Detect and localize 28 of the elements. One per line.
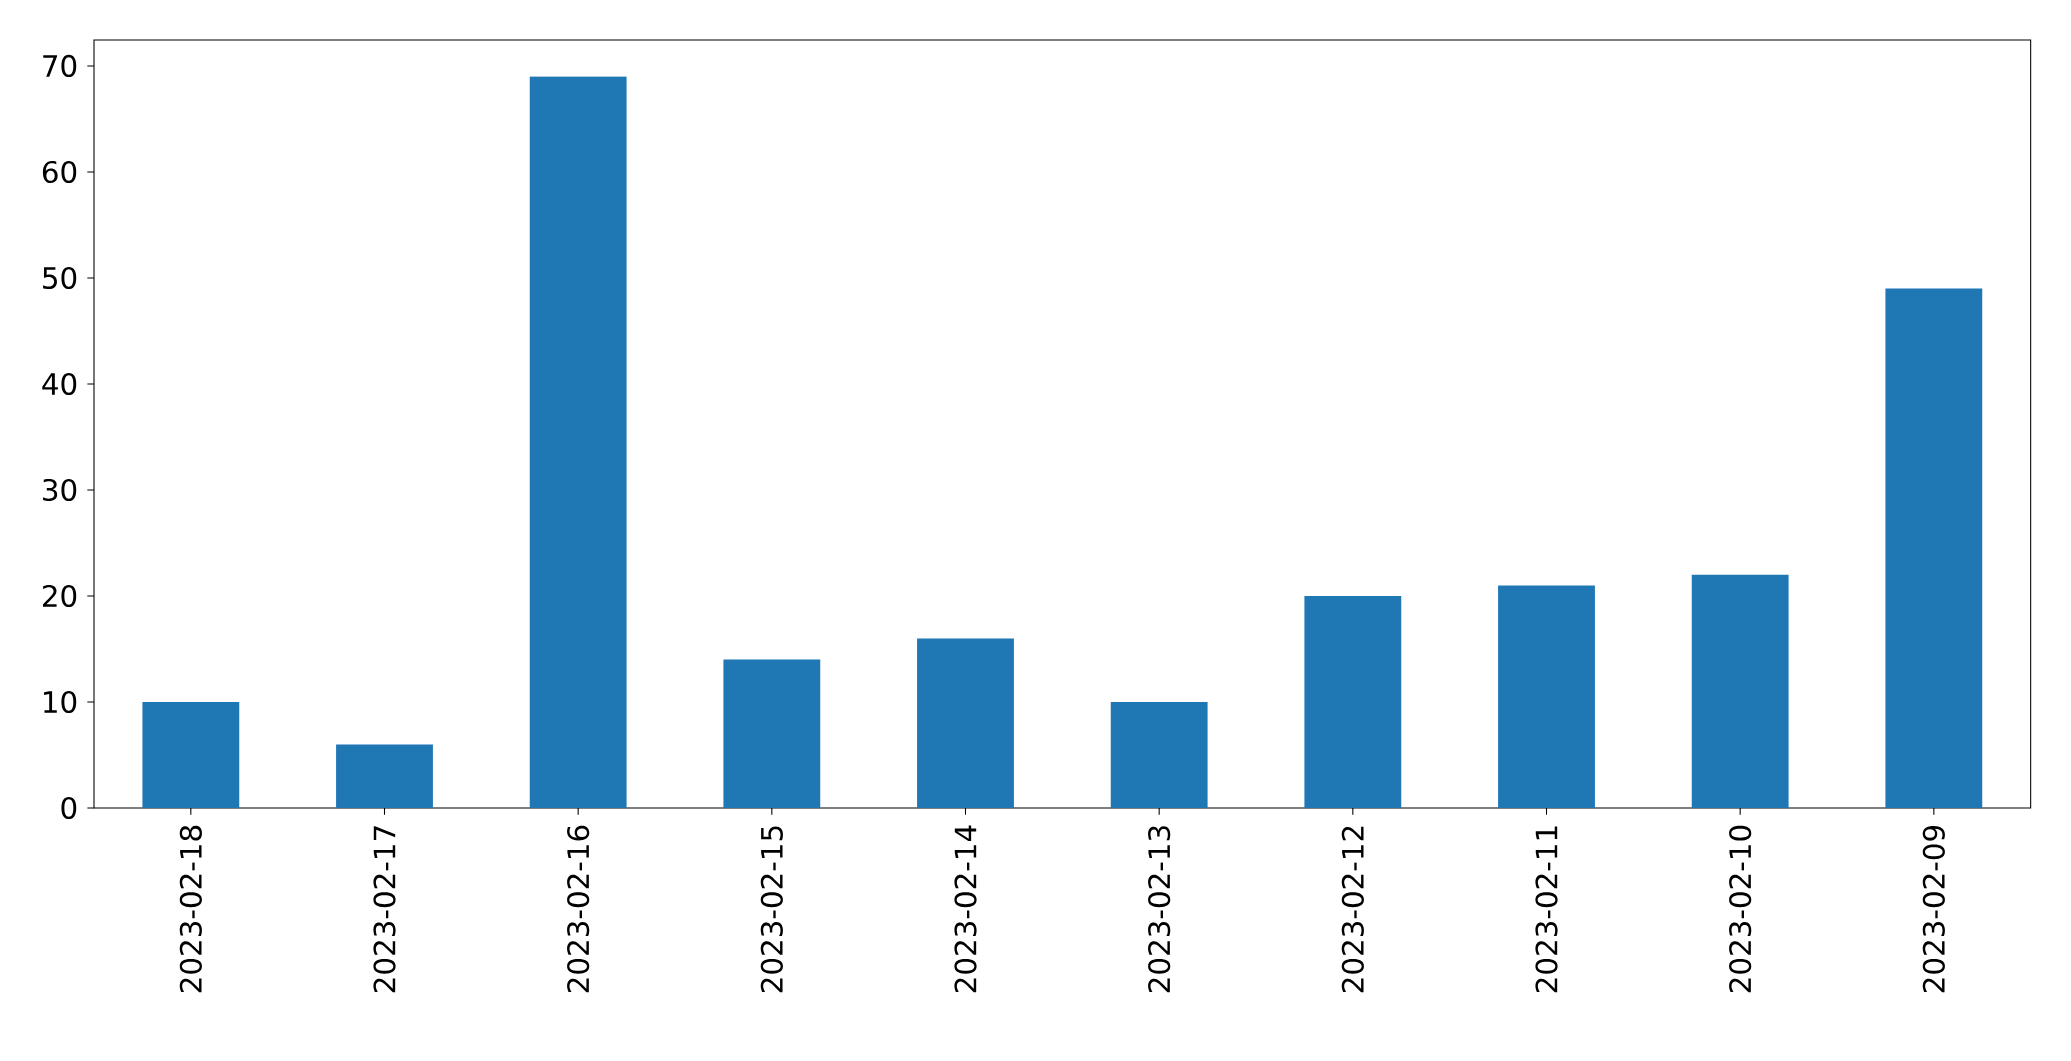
bar (336, 744, 433, 808)
y-tick-label: 70 (43, 54, 77, 78)
x-tick-label: 2023-02-10 (1729, 825, 1752, 993)
x-tick-label: 2023-02-14 (954, 825, 977, 993)
bar (142, 702, 240, 808)
x-tick-label: 2023-02-16 (567, 825, 590, 993)
x-tick-label: 2023-02-13 (1148, 826, 1171, 993)
bar (1304, 595, 1402, 808)
x-tick-label: 2023-02-17 (373, 826, 396, 993)
bar (529, 76, 627, 808)
x-tick-label: 2023-02-11 (1535, 826, 1558, 993)
y-tick-label: 50 (43, 266, 77, 290)
y-tick-label: 0 (61, 796, 77, 820)
y-tick-label: 60 (42, 160, 77, 184)
bar (917, 638, 1014, 808)
x-tick-label: 2023-02-15 (760, 826, 783, 993)
bar (723, 659, 821, 808)
bar (1691, 574, 1789, 808)
bar (1885, 288, 1983, 808)
x-tick-label: 2023-02-09 (1922, 825, 1945, 993)
x-tick-label: 2023-02-18 (179, 825, 202, 993)
y-tick-label: 40 (42, 372, 77, 396)
y-tick-label: 10 (44, 690, 77, 714)
bar (1498, 585, 1595, 808)
y-tick-label: 20 (43, 584, 77, 608)
bar (1110, 702, 1208, 808)
y-tick-label: 30 (43, 478, 77, 502)
x-tick-label: 2023-02-12 (1341, 826, 1364, 993)
